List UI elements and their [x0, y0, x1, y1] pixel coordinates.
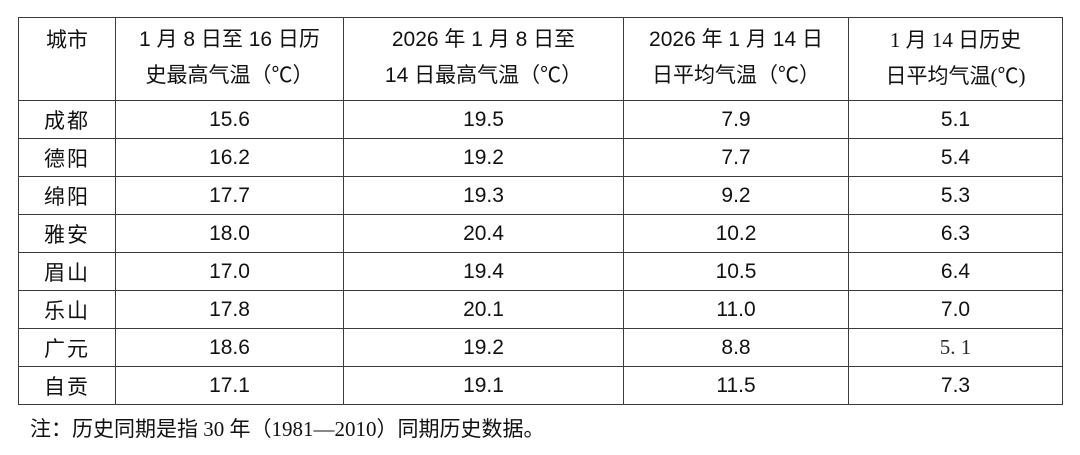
city-cell: 乐山	[18, 290, 116, 329]
table-row-leshan: 乐山 17.8 20.1 11.0 7.0	[18, 290, 1063, 329]
value-cell: 20.1	[343, 290, 624, 329]
value-cell: 7.7	[623, 138, 849, 177]
table-row-deyang: 德阳 16.2 19.2 7.7 5.4	[18, 138, 1063, 177]
value-cell: 17.7	[115, 176, 344, 215]
col-header-hist-max-jan8-16: 1 月 8 日至 16 日历 史最高气温（℃）	[115, 17, 344, 101]
value-cell: 20.4	[343, 214, 624, 253]
col-header-hist-avg-jan14: 1 月 14 日历史 日平均气温(℃)	[848, 17, 1063, 101]
table-row-chengdu: 成都 15.6 19.5 7.9 5.1	[18, 100, 1063, 139]
city-cell: 绵阳	[18, 176, 116, 215]
value-cell: 19.1	[343, 366, 624, 405]
col-header-2026-avg-jan14: 2026 年 1 月 14 日 日平均气温（℃）	[623, 17, 849, 101]
table-row-mianyang: 绵阳 17.7 19.3 9.2 5.3	[18, 176, 1063, 215]
table-row-zigong: 自贡 17.1 19.1 11.5 7.3	[18, 366, 1063, 405]
value-cell: 18.0	[115, 214, 344, 253]
city-cell: 成都	[18, 100, 116, 139]
footnote: 注：历史同期是指 30 年（1981—2010）同期历史数据。	[30, 417, 545, 441]
value-cell: 19.4	[343, 252, 624, 291]
value-cell: 19.2	[343, 138, 624, 177]
value-cell: 8.8	[623, 328, 849, 367]
value-cell: 17.1	[115, 366, 344, 405]
table-row-guangyuan: 广元 18.6 19.2 8.8 5. 1	[18, 328, 1063, 367]
city-cell: 广元	[18, 328, 116, 367]
value-cell: 11.5	[623, 366, 849, 405]
header-row: 城市 1 月 8 日至 16 日历 史最高气温（℃） 2026 年 1 月 8 …	[18, 17, 1063, 101]
value-cell: 6.3	[848, 214, 1063, 253]
value-cell: 19.3	[343, 176, 624, 215]
table-row-yaan: 雅安 18.0 20.4 10.2 6.3	[18, 214, 1063, 253]
value-cell: 7.9	[623, 100, 849, 139]
value-cell: 9.2	[623, 176, 849, 215]
city-cell: 眉山	[18, 252, 116, 291]
value-cell: 11.0	[623, 290, 849, 329]
value-cell: 19.5	[343, 100, 624, 139]
value-cell: 17.8	[115, 290, 344, 329]
value-cell: 5.4	[848, 138, 1063, 177]
value-cell: 5.1	[848, 100, 1063, 139]
value-cell: 15.6	[115, 100, 344, 139]
table-row-meishan: 眉山 17.0 19.4 10.5 6.4	[18, 252, 1063, 291]
value-cell: 10.5	[623, 252, 849, 291]
value-cell: 5. 1	[848, 328, 1063, 367]
value-cell: 6.4	[848, 252, 1063, 291]
city-cell: 雅安	[18, 214, 116, 253]
col-header-city: 城市	[18, 17, 116, 101]
col-header-2026-max-jan8-14: 2026 年 1 月 8 日至 14 日最高气温（℃）	[343, 17, 624, 101]
value-cell: 18.6	[115, 328, 344, 367]
value-cell: 17.0	[115, 252, 344, 291]
temperature-table: 城市 1 月 8 日至 16 日历 史最高气温（℃） 2026 年 1 月 8 …	[18, 17, 1063, 405]
city-cell: 自贡	[18, 366, 116, 405]
value-cell: 7.0	[848, 290, 1063, 329]
city-cell: 德阳	[18, 138, 116, 177]
value-cell: 7.3	[848, 366, 1063, 405]
value-cell: 5.3	[848, 176, 1063, 215]
value-cell: 19.2	[343, 328, 624, 367]
value-cell: 10.2	[623, 214, 849, 253]
value-cell: 16.2	[115, 138, 344, 177]
